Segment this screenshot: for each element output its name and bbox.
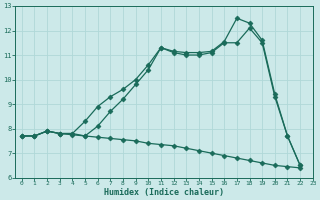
X-axis label: Humidex (Indice chaleur): Humidex (Indice chaleur) — [104, 188, 224, 197]
